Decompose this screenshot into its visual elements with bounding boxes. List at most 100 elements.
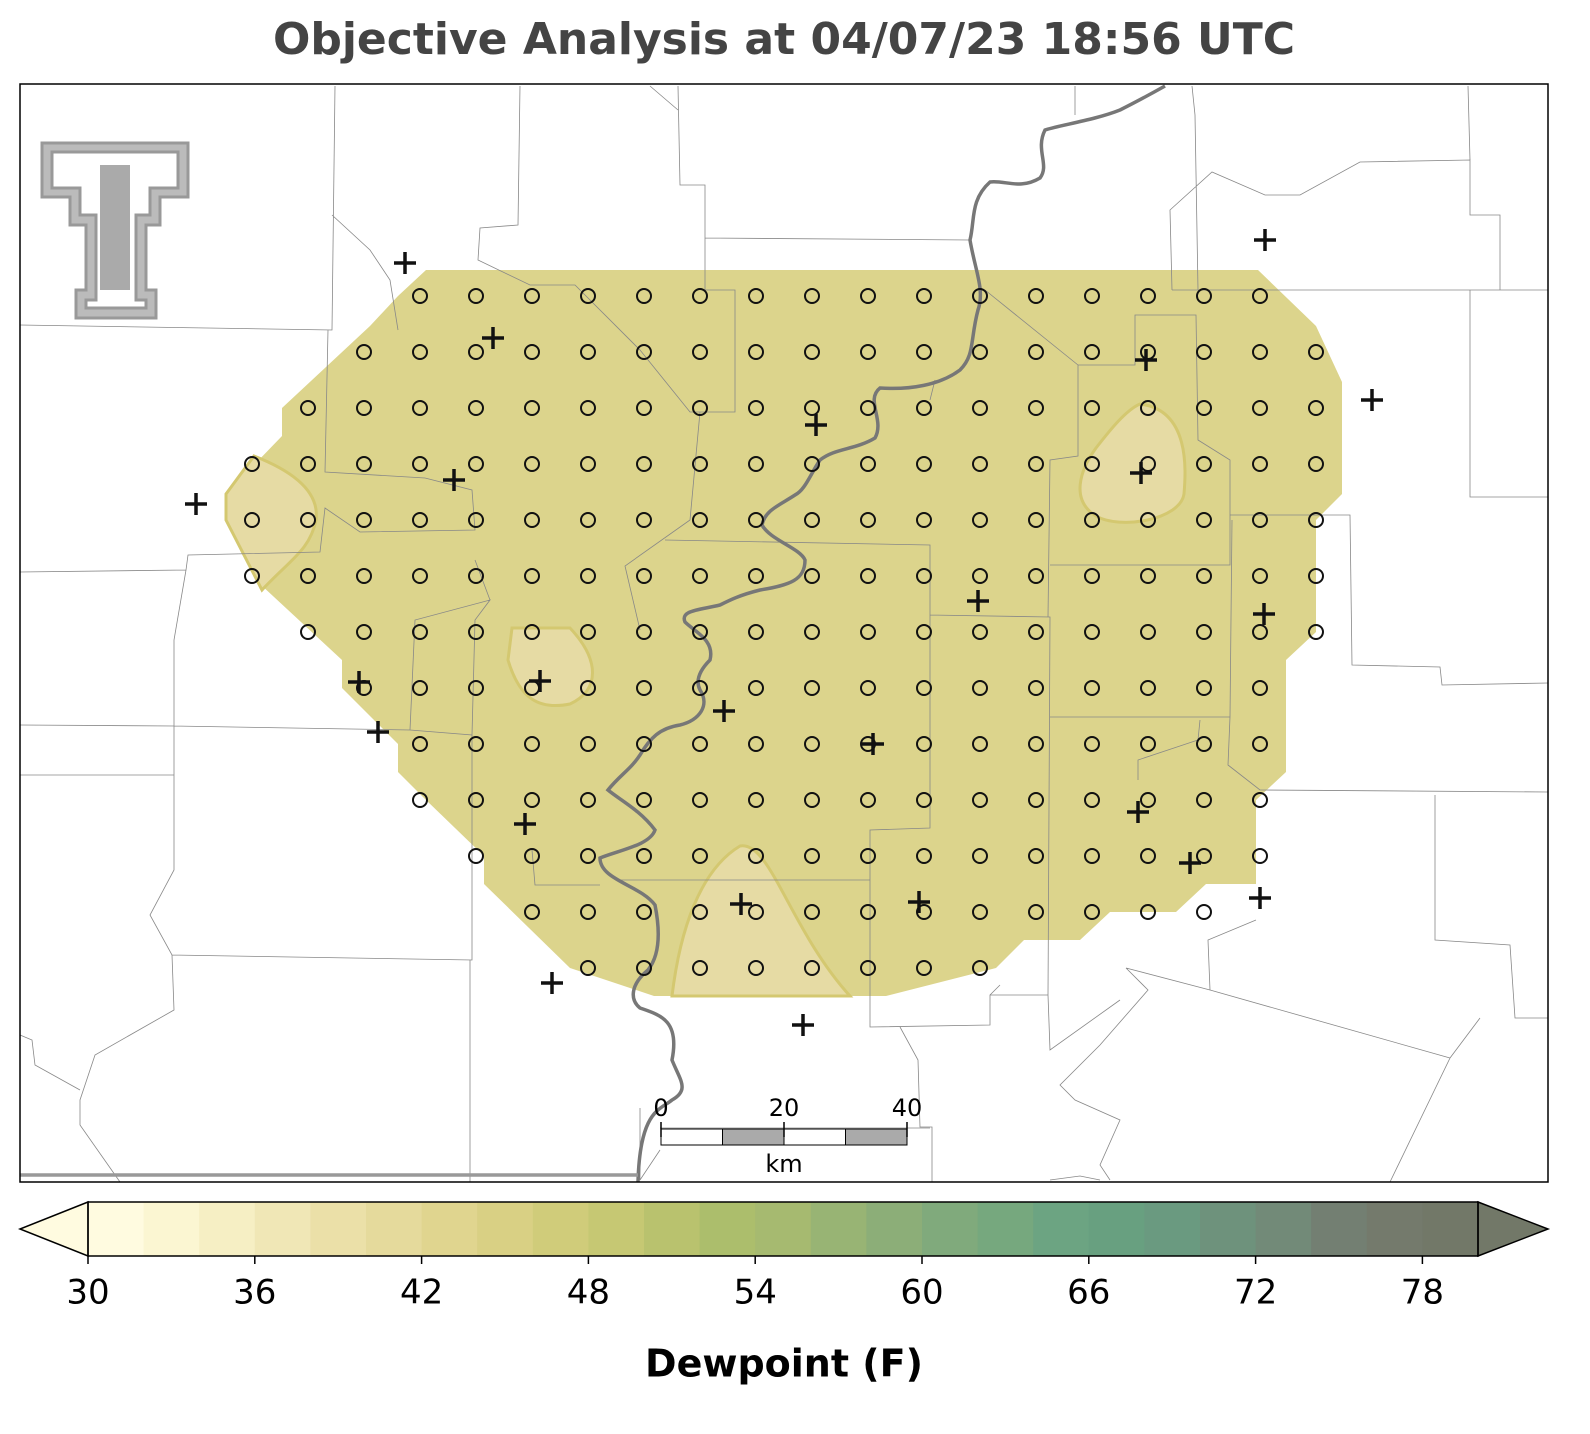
grid-point xyxy=(916,288,932,304)
grid-point xyxy=(860,904,876,920)
grid-point xyxy=(748,792,764,808)
grid-point xyxy=(916,904,932,920)
grid-point xyxy=(692,904,708,920)
grid-point xyxy=(1084,400,1100,416)
grid-point xyxy=(1196,736,1212,752)
grid-point xyxy=(972,904,988,920)
grid-point xyxy=(636,624,652,640)
grid-point xyxy=(468,400,484,416)
grid-point xyxy=(580,400,596,416)
station xyxy=(541,972,563,994)
grid-point xyxy=(300,512,316,528)
grid-point xyxy=(1140,792,1156,808)
scale-tick-label: 40 xyxy=(892,1094,923,1122)
grid-point xyxy=(524,904,540,920)
station xyxy=(908,891,930,913)
grid-point xyxy=(972,624,988,640)
grid-point xyxy=(524,568,540,584)
grid-point xyxy=(580,904,596,920)
grid-point xyxy=(916,680,932,696)
scale-segment xyxy=(722,1128,785,1146)
grid-point xyxy=(1140,288,1156,304)
station xyxy=(529,670,551,692)
grid-point xyxy=(1196,792,1212,808)
colorbar-bin xyxy=(866,1202,923,1256)
grid-point xyxy=(244,568,260,584)
grid-point xyxy=(1028,568,1044,584)
grid-point xyxy=(916,456,932,472)
grid-point xyxy=(412,736,428,752)
grid-point xyxy=(1084,344,1100,360)
grid-point xyxy=(1084,456,1100,472)
colorbar-tick-label: 42 xyxy=(400,1273,443,1313)
grid-point xyxy=(580,288,596,304)
grid-point xyxy=(1196,512,1212,528)
grid-point xyxy=(916,400,932,416)
map-area xyxy=(19,83,1549,1183)
station xyxy=(1249,887,1271,909)
grid-point xyxy=(804,960,820,976)
colorbar-bin xyxy=(1200,1202,1257,1256)
colorbar-frame xyxy=(87,1201,1479,1257)
grid-point xyxy=(1252,736,1268,752)
grid-point xyxy=(692,680,708,696)
river xyxy=(598,84,1166,1183)
grid-point xyxy=(1308,344,1324,360)
grid-point xyxy=(468,680,484,696)
grid-point xyxy=(1196,288,1212,304)
grid-point xyxy=(748,680,764,696)
grid-point xyxy=(412,512,428,528)
grid-point xyxy=(692,344,708,360)
station xyxy=(713,700,735,722)
grid-point xyxy=(972,512,988,528)
colorbar-tick-label: 30 xyxy=(66,1273,109,1313)
grid-point xyxy=(1028,400,1044,416)
contour xyxy=(506,626,594,708)
stations xyxy=(185,229,1383,1036)
grid-point xyxy=(1252,344,1268,360)
grid-point xyxy=(300,568,316,584)
colorbar-bin xyxy=(477,1202,534,1256)
contour xyxy=(670,844,854,998)
station xyxy=(367,721,389,743)
grid-point xyxy=(860,456,876,472)
grid-point xyxy=(1196,400,1212,416)
colorbar-bin xyxy=(1088,1202,1145,1256)
grid-point xyxy=(692,792,708,808)
grid-point xyxy=(636,680,652,696)
scale-tick-label: 20 xyxy=(769,1094,800,1122)
grid-point xyxy=(748,400,764,416)
grid-point xyxy=(524,624,540,640)
grid-point xyxy=(692,624,708,640)
grid-point xyxy=(636,792,652,808)
colorbar-bin xyxy=(88,1202,145,1256)
grid-point xyxy=(580,960,596,976)
scale-segment xyxy=(660,1128,723,1146)
grid-point xyxy=(1028,624,1044,640)
grid-point xyxy=(860,624,876,640)
grid-point xyxy=(1196,904,1212,920)
grid-point xyxy=(972,344,988,360)
colorbar-bin xyxy=(1422,1202,1479,1256)
grid-point xyxy=(1084,512,1100,528)
grid-point xyxy=(916,344,932,360)
colorbar-tick-label: 72 xyxy=(1234,1273,1277,1313)
grid-point xyxy=(1140,848,1156,864)
grid-point xyxy=(916,624,932,640)
grid-point xyxy=(1252,512,1268,528)
grid-point xyxy=(1140,624,1156,640)
grid-point xyxy=(748,624,764,640)
grid-point xyxy=(1252,848,1268,864)
station xyxy=(394,252,416,274)
grid-point xyxy=(972,736,988,752)
grid-point xyxy=(580,848,596,864)
grid-point xyxy=(1028,344,1044,360)
grid-point xyxy=(1252,456,1268,472)
logo-stem xyxy=(100,165,130,290)
map-frame xyxy=(19,83,1549,1183)
contours xyxy=(224,402,1187,998)
grid-point xyxy=(244,456,260,472)
grid-point xyxy=(804,848,820,864)
grid-point xyxy=(1140,400,1156,416)
grid-point xyxy=(412,680,428,696)
